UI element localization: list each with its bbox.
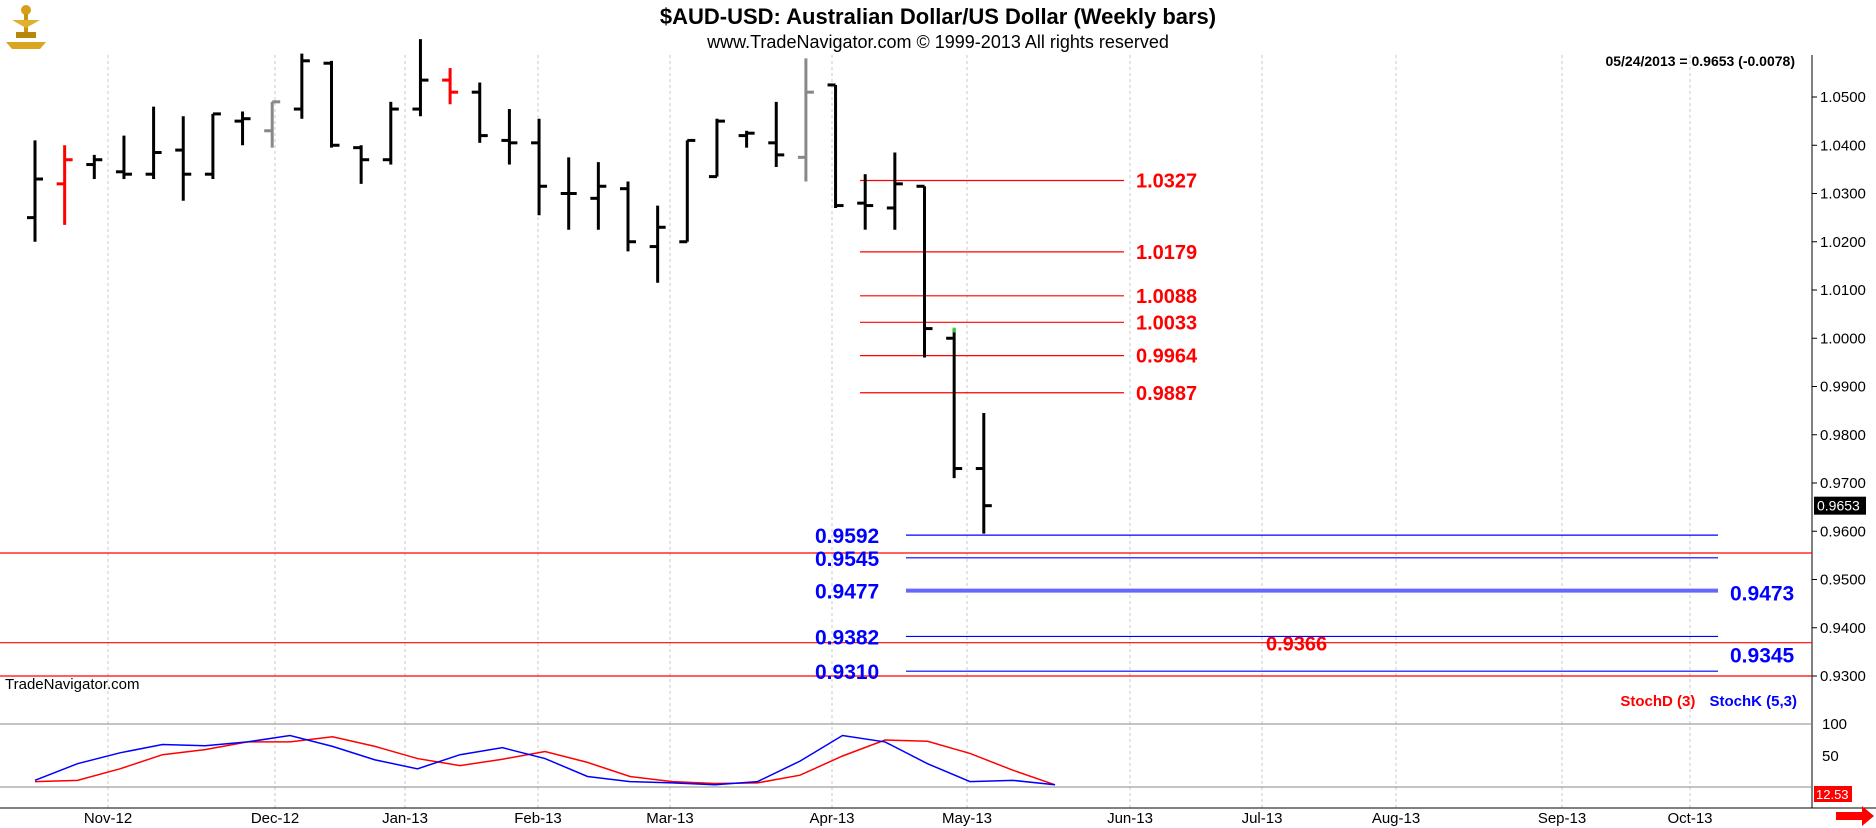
y-tick-label: 0.9500 <box>1820 572 1866 589</box>
watermark: TradeNavigator.com <box>5 676 140 693</box>
last-price-label: 0.9653 <box>1817 498 1860 514</box>
x-tick-label: Mar-13 <box>646 810 694 827</box>
stoch-last-label: 12.53 <box>1816 787 1849 802</box>
fib-label: 0.9887 <box>1136 383 1197 405</box>
x-tick-label: Jan-13 <box>382 810 428 827</box>
x-tick-label: Apr-13 <box>809 810 854 827</box>
target-label-right: 0.9473 <box>1730 583 1794 606</box>
last-price-box <box>1814 496 1866 515</box>
fib-label: 0.9964 <box>1136 346 1198 368</box>
scroll-arrow-icon <box>1836 806 1874 826</box>
y-tick-label: 0.9400 <box>1820 620 1866 637</box>
stoch-y-label: 50 <box>1822 748 1839 765</box>
target-label: 0.9382 <box>815 626 879 649</box>
fib-label: 1.0088 <box>1136 286 1197 308</box>
stoch-k-line <box>34 734 1056 786</box>
y-tick-label: 1.0100 <box>1820 282 1866 299</box>
x-tick-label: Jul-13 <box>1242 810 1283 827</box>
fib-label: 1.0327 <box>1136 170 1197 192</box>
chart-subtitle: www.TradeNavigator.com © 1999-2013 All r… <box>707 32 1169 52</box>
x-tick-label: Oct-13 <box>1667 810 1712 827</box>
target-label: 0.9310 <box>815 661 879 684</box>
x-tick-label: Aug-13 <box>1372 810 1420 827</box>
fib-label: 1.0179 <box>1136 242 1197 264</box>
stoch-d-legend: StochD (3) <box>1620 693 1696 710</box>
target-label: 0.9545 <box>815 548 880 571</box>
x-tick-label: Jun-13 <box>1107 810 1153 827</box>
target-label: 0.9592 <box>815 525 879 548</box>
y-tick-label: 0.9600 <box>1820 523 1866 540</box>
y-tick-label: 0.9900 <box>1820 379 1866 396</box>
y-tick-label: 0.9700 <box>1820 475 1866 492</box>
stoch-k-legend: StochK (5,3) <box>1709 693 1797 710</box>
stoch-d-line <box>34 736 1056 786</box>
y-tick-label: 1.0200 <box>1820 234 1866 251</box>
x-tick-label: Sep-13 <box>1538 810 1586 827</box>
y-tick-label: 0.9300 <box>1820 668 1866 685</box>
stoch-y-label: 100 <box>1822 716 1847 733</box>
y-tick-label: 1.0000 <box>1820 330 1866 347</box>
y-tick-label: 1.0400 <box>1820 137 1866 154</box>
support-label: 0.9366 <box>1266 634 1327 656</box>
indicator-legend: StochD (3) StochK (5,3) <box>1610 693 1797 710</box>
trade-navigator-logo <box>6 5 46 49</box>
y-tick-label: 0.9800 <box>1820 427 1866 444</box>
last-quote: 05/24/2013 = 0.9653 (-0.0078) <box>1605 53 1795 69</box>
stoch-last-box <box>1814 786 1852 802</box>
fib-label: 1.0033 <box>1136 312 1197 334</box>
target-label-right: 0.9345 <box>1730 644 1795 667</box>
chart-title: $AUD-USD: Australian Dollar/US Dollar (W… <box>659 4 1217 29</box>
y-tick-label: 1.0300 <box>1820 186 1866 203</box>
x-tick-label: Nov-12 <box>84 810 132 827</box>
target-label: 0.9477 <box>815 581 879 604</box>
x-tick-label: Dec-12 <box>251 810 299 827</box>
x-tick-label: May-13 <box>942 810 992 827</box>
x-tick-label: Feb-13 <box>514 810 562 827</box>
y-tick-label: 1.0500 <box>1820 89 1866 106</box>
